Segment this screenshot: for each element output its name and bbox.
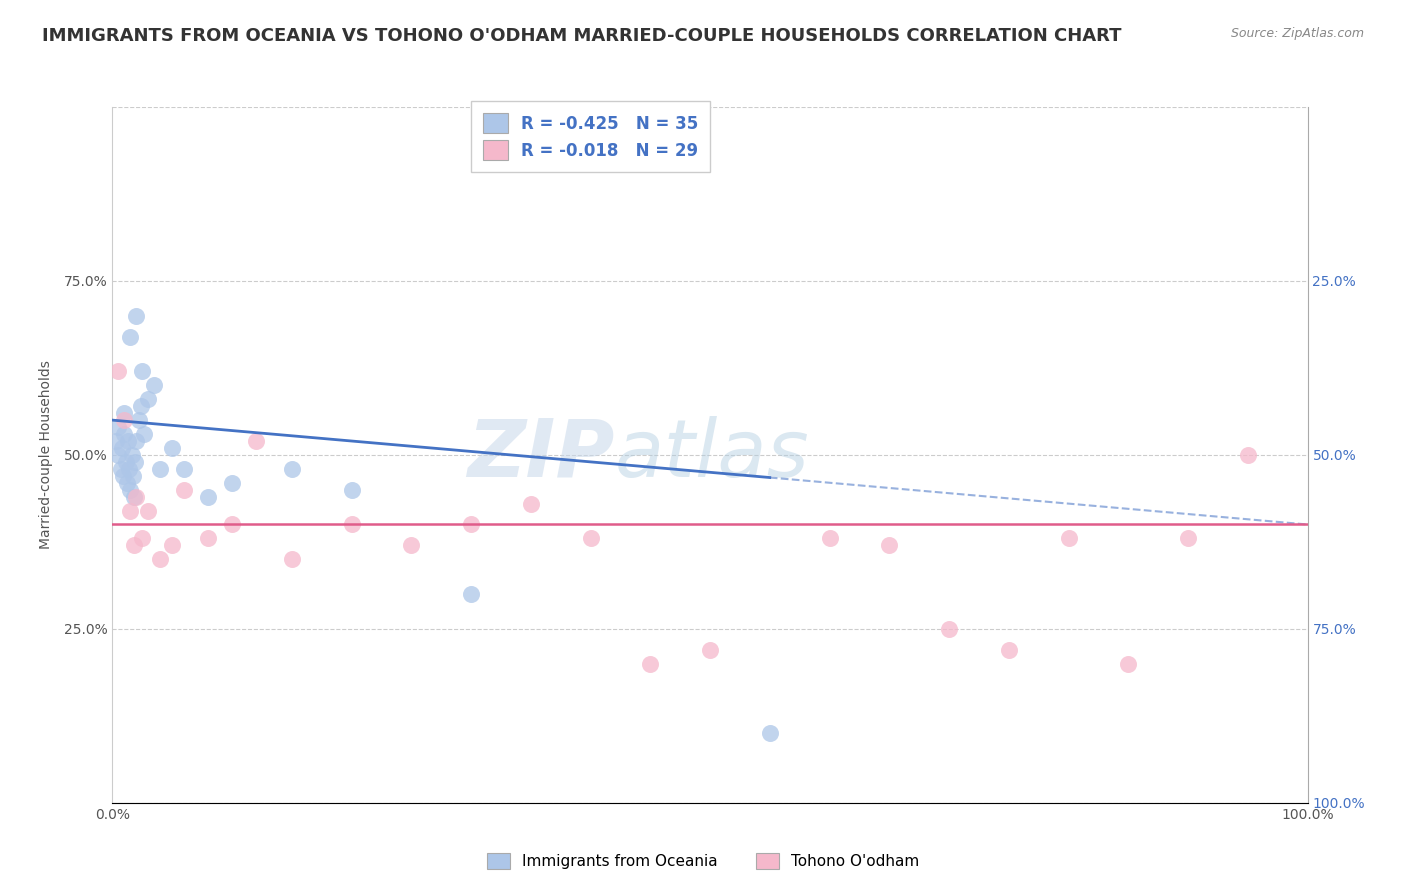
Point [124,455,146,469]
Point [107,420,129,434]
Point [460,587,482,601]
Point [221,517,243,532]
Point [460,517,482,532]
Point [197,532,219,546]
Point [340,517,363,532]
Point [105,434,128,448]
Point [281,462,304,476]
Point [107,364,129,378]
Point [245,434,267,448]
Point [120,329,142,343]
Text: ZIP: ZIP [467,416,614,494]
Text: Source: ZipAtlas.com: Source: ZipAtlas.com [1230,27,1364,40]
Point [281,552,304,566]
Point [149,552,172,566]
Point [131,364,153,378]
Y-axis label: Married-couple Households: Married-couple Households [39,360,53,549]
Point [112,468,135,483]
Point [162,538,183,552]
Point [173,462,195,476]
Point [149,462,172,476]
Point [114,413,135,427]
Point [1177,532,1199,546]
Point [197,490,219,504]
Point [138,503,160,517]
Point [110,462,132,476]
Point [132,427,155,442]
Point [121,468,143,483]
Point [120,483,142,497]
Point [579,532,602,546]
Point [143,378,166,392]
Point [125,490,148,504]
Point [121,448,143,462]
Point [1237,448,1260,462]
Point [114,406,135,420]
Point [122,490,145,504]
Point [118,462,141,476]
Point [699,642,721,657]
Point [115,475,138,490]
Point [111,441,134,455]
Point [1057,532,1080,546]
Legend: R = -0.425   N = 35, R = -0.018   N = 29: R = -0.425 N = 35, R = -0.018 N = 29 [471,102,710,172]
Point [120,503,142,517]
Point [998,642,1021,657]
Point [818,532,841,546]
Point [221,475,243,490]
Point [938,622,960,636]
Point [879,538,901,552]
Legend: Immigrants from Oceania, Tohono O'odham: Immigrants from Oceania, Tohono O'odham [481,847,925,875]
Point [401,538,423,552]
Point [340,483,363,497]
Point [640,657,662,671]
Text: IMMIGRANTS FROM OCEANIA VS TOHONO O'ODHAM MARRIED-COUPLE HOUSEHOLDS CORRELATION : IMMIGRANTS FROM OCEANIA VS TOHONO O'ODHA… [42,27,1122,45]
Point [173,483,195,497]
Point [520,497,543,511]
Point [131,532,153,546]
Point [125,309,148,323]
Point [162,441,183,455]
Point [114,455,136,469]
Point [129,399,152,413]
Point [759,726,782,740]
Point [117,434,139,448]
Point [125,434,148,448]
Point [138,392,160,407]
Point [1118,657,1140,671]
Point [114,427,135,442]
Text: atlas: atlas [614,416,810,494]
Point [122,538,145,552]
Point [107,448,129,462]
Point [128,413,150,427]
